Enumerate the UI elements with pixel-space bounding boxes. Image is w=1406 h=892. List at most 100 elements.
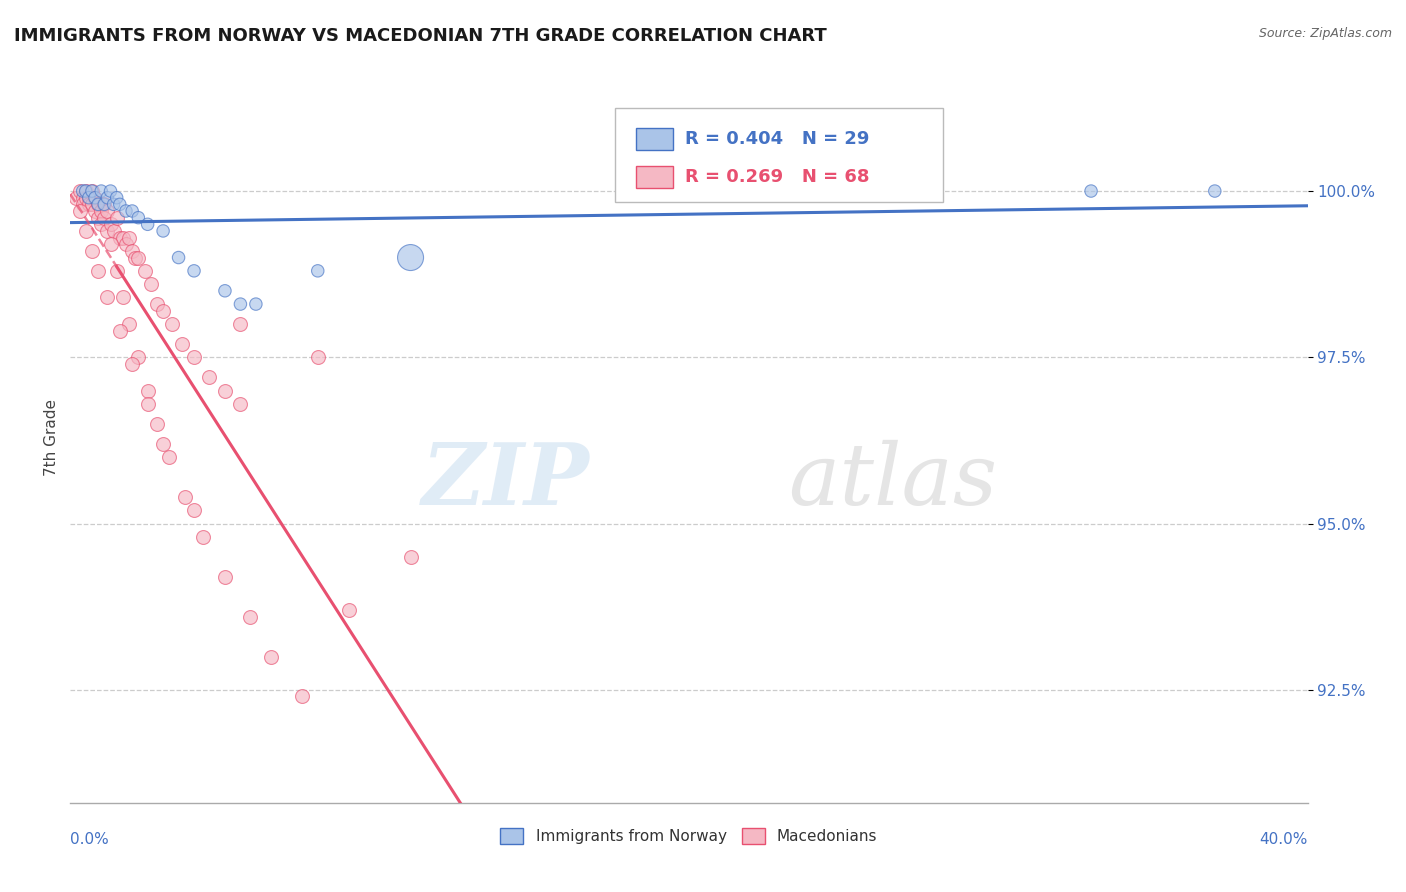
Point	[183, 503, 205, 517]
Point	[77, 197, 100, 211]
Point	[229, 317, 252, 331]
Point	[65, 191, 87, 205]
Text: 0.0%: 0.0%	[70, 832, 110, 847]
Point	[183, 351, 205, 365]
Point	[127, 351, 149, 365]
Point	[291, 690, 314, 704]
Point	[84, 204, 107, 219]
Point	[96, 224, 118, 238]
Point	[307, 351, 329, 365]
Point	[103, 197, 125, 211]
Point	[146, 417, 169, 431]
Point	[307, 264, 329, 278]
Point	[337, 603, 360, 617]
Point	[72, 197, 94, 211]
Point	[80, 184, 103, 198]
Point	[77, 191, 100, 205]
Point	[183, 264, 205, 278]
Point	[84, 191, 107, 205]
Point	[157, 450, 180, 464]
Point	[399, 549, 422, 564]
Point	[214, 284, 236, 298]
Point	[80, 197, 103, 211]
Point	[84, 191, 107, 205]
Point	[108, 324, 131, 338]
Text: atlas: atlas	[787, 440, 997, 523]
Point	[214, 570, 236, 584]
Point	[105, 191, 128, 205]
Point	[90, 204, 112, 219]
Point	[229, 397, 252, 411]
Point	[105, 211, 128, 225]
Point	[90, 217, 112, 231]
Point	[105, 264, 128, 278]
Point	[111, 290, 134, 304]
Point	[77, 191, 100, 205]
Point	[75, 184, 97, 198]
Y-axis label: 7th Grade: 7th Grade	[44, 399, 59, 475]
Point	[146, 297, 169, 311]
Point	[115, 204, 138, 219]
Point	[193, 530, 215, 544]
Point	[124, 251, 146, 265]
Point	[87, 264, 110, 278]
Point	[173, 490, 195, 504]
Point	[118, 317, 141, 331]
Point	[152, 436, 174, 450]
Point	[647, 184, 669, 198]
Point	[134, 264, 156, 278]
Point	[1080, 184, 1102, 198]
Point	[75, 224, 97, 238]
Point	[111, 230, 134, 244]
Text: 40.0%: 40.0%	[1260, 832, 1308, 847]
Text: Source: ZipAtlas.com: Source: ZipAtlas.com	[1258, 27, 1392, 40]
Point	[127, 211, 149, 225]
Point	[80, 244, 103, 258]
Point	[121, 204, 143, 219]
Point	[152, 224, 174, 238]
Point	[103, 224, 125, 238]
Point	[170, 337, 193, 351]
Text: IMMIGRANTS FROM NORWAY VS MACEDONIAN 7TH GRADE CORRELATION CHART: IMMIGRANTS FROM NORWAY VS MACEDONIAN 7TH…	[14, 27, 827, 45]
Text: ZIP: ZIP	[422, 439, 591, 523]
Point	[894, 184, 917, 198]
Point	[90, 184, 112, 198]
Point	[239, 609, 262, 624]
Point	[245, 297, 267, 311]
Point	[260, 649, 283, 664]
Point	[121, 357, 143, 371]
Point	[118, 230, 141, 244]
Point	[108, 230, 131, 244]
Point	[121, 244, 143, 258]
Point	[72, 191, 94, 205]
Point	[127, 251, 149, 265]
Point	[87, 197, 110, 211]
Point	[214, 384, 236, 398]
Point	[93, 197, 115, 211]
Point	[93, 211, 115, 225]
Point	[100, 184, 122, 198]
Point	[87, 197, 110, 211]
FancyBboxPatch shape	[636, 128, 673, 151]
Point	[93, 197, 115, 211]
Point	[100, 217, 122, 231]
Point	[72, 184, 94, 198]
Text: R = 0.269   N = 68: R = 0.269 N = 68	[685, 169, 870, 186]
FancyBboxPatch shape	[614, 108, 942, 202]
Legend: Immigrants from Norway, Macedonians: Immigrants from Norway, Macedonians	[495, 822, 883, 850]
Point	[80, 184, 103, 198]
Point	[75, 184, 97, 198]
Point	[167, 251, 190, 265]
FancyBboxPatch shape	[636, 167, 673, 188]
Point	[100, 237, 122, 252]
Point	[69, 204, 91, 219]
Point	[198, 370, 221, 384]
Point	[115, 237, 138, 252]
Text: R = 0.404   N = 29: R = 0.404 N = 29	[685, 130, 869, 148]
Point	[136, 384, 159, 398]
Point	[399, 251, 422, 265]
Point	[229, 297, 252, 311]
Point	[96, 191, 118, 205]
Point	[1204, 184, 1226, 198]
Point	[108, 197, 131, 211]
